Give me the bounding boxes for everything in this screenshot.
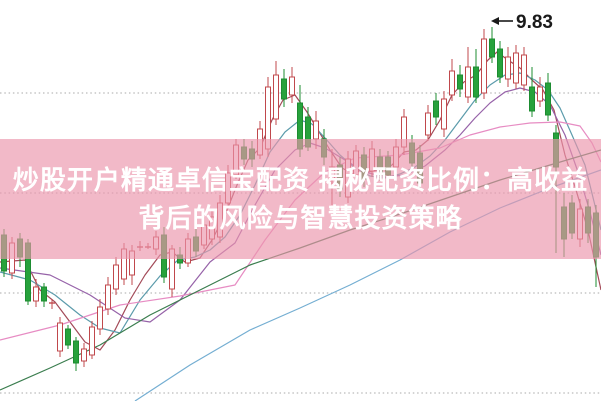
headline-overlay-band: 炒股开户精通卓信宝配资 揭秘配资比例：高收益 背后的风险与智慧投资策略 (0, 139, 601, 259)
peak-annotation: 9.83 (491, 12, 553, 33)
left-arrow-icon (491, 17, 499, 25)
peak-price-label: 9.83 (516, 12, 553, 33)
headline-line-2: 背后的风险与智慧投资策略 (138, 203, 463, 233)
headline-line-1: 炒股开户精通卓信宝配资 揭秘配资比例：高收益 (12, 165, 589, 195)
